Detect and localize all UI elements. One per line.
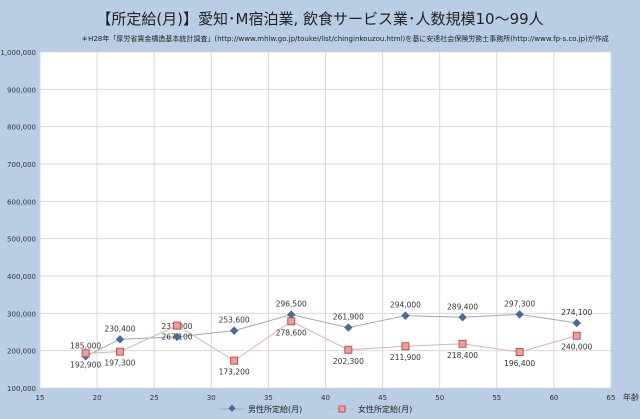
male-point bbox=[572, 318, 581, 328]
y-tick-label: 300,000 bbox=[7, 310, 36, 318]
series-line bbox=[85, 313, 577, 357]
x-tick-label: 35 bbox=[264, 394, 273, 402]
female-point bbox=[458, 339, 467, 348]
legend-marker-male bbox=[228, 404, 236, 412]
data-label: 240,000 bbox=[561, 343, 592, 352]
data-label: 185,000 bbox=[70, 341, 101, 350]
female-point bbox=[230, 356, 239, 365]
data-label: 296,500 bbox=[276, 300, 307, 309]
x-tick-label: 15 bbox=[36, 394, 45, 402]
data-label: 267,100 bbox=[162, 333, 193, 342]
data-label: 230,400 bbox=[104, 324, 135, 333]
legend-label: 女性所定給(月) bbox=[358, 404, 412, 414]
data-label: 253,600 bbox=[219, 316, 250, 325]
x-tick-label: 30 bbox=[207, 394, 216, 402]
x-tick-label: 55 bbox=[492, 394, 501, 402]
data-label: 192,900 bbox=[70, 360, 101, 369]
male-point bbox=[286, 310, 296, 319]
female-point bbox=[287, 317, 296, 326]
data-label: 211,900 bbox=[390, 353, 421, 362]
y-tick-label: 800,000 bbox=[7, 124, 36, 132]
x-tick-label: 65 bbox=[607, 394, 616, 402]
male-point bbox=[344, 323, 353, 332]
y-tick-label: 200,000 bbox=[7, 348, 36, 356]
legend-label: 男性所定給(月) bbox=[248, 404, 302, 414]
x-tick-label: 40 bbox=[321, 394, 330, 402]
data-label: 218,400 bbox=[447, 351, 478, 360]
data-label: 274,100 bbox=[561, 308, 592, 317]
data-label: 289,400 bbox=[447, 302, 478, 311]
male-point bbox=[515, 310, 524, 319]
male-point bbox=[229, 326, 239, 335]
y-tick-label: 700,000 bbox=[7, 161, 36, 169]
male-point bbox=[401, 311, 410, 320]
female-point bbox=[344, 345, 353, 354]
x-tick-label: 45 bbox=[378, 394, 387, 402]
female-point bbox=[173, 321, 182, 330]
chart-title: 【所定給(月)】愛知･M宿泊業, 飲食サービス業･人数規模10～99人 bbox=[96, 10, 544, 28]
y-tick-label: 1,000,000 bbox=[0, 49, 36, 57]
y-tick-label: 400,000 bbox=[7, 273, 36, 281]
male-point bbox=[115, 335, 125, 344]
data-label: 297,300 bbox=[504, 299, 535, 308]
male-point bbox=[172, 332, 182, 342]
source-note: ＊H28年「厚労省賃金構造基本統計調査」(http://www.mhlw.go.… bbox=[81, 35, 609, 43]
data-label: 261,900 bbox=[333, 313, 364, 322]
series-line bbox=[85, 320, 577, 362]
x-tick-label: 20 bbox=[93, 394, 102, 402]
x-axis-label: 年齢 bbox=[623, 392, 639, 402]
data-label: 202,300 bbox=[333, 357, 364, 366]
female-point bbox=[115, 347, 124, 356]
female-point bbox=[572, 331, 581, 340]
y-tick-label: 100,000 bbox=[7, 385, 36, 393]
legend-marker-female bbox=[338, 405, 346, 413]
data-label: 278,600 bbox=[276, 328, 307, 337]
female-point bbox=[515, 348, 524, 357]
female-point bbox=[401, 342, 410, 351]
x-tick-label: 60 bbox=[549, 394, 558, 402]
y-tick-label: 600,000 bbox=[7, 198, 36, 206]
male-point bbox=[458, 313, 467, 322]
female-point bbox=[81, 349, 90, 358]
y-tick-label: 500,000 bbox=[7, 236, 36, 244]
x-tick-label: 25 bbox=[150, 394, 159, 402]
data-label: 196,400 bbox=[504, 359, 535, 368]
y-tick-label: 900,000 bbox=[7, 86, 36, 94]
data-label: 197,300 bbox=[104, 359, 135, 368]
data-label: 294,000 bbox=[390, 301, 421, 310]
data-label: 173,200 bbox=[219, 368, 250, 377]
x-tick-label: 50 bbox=[435, 394, 444, 402]
